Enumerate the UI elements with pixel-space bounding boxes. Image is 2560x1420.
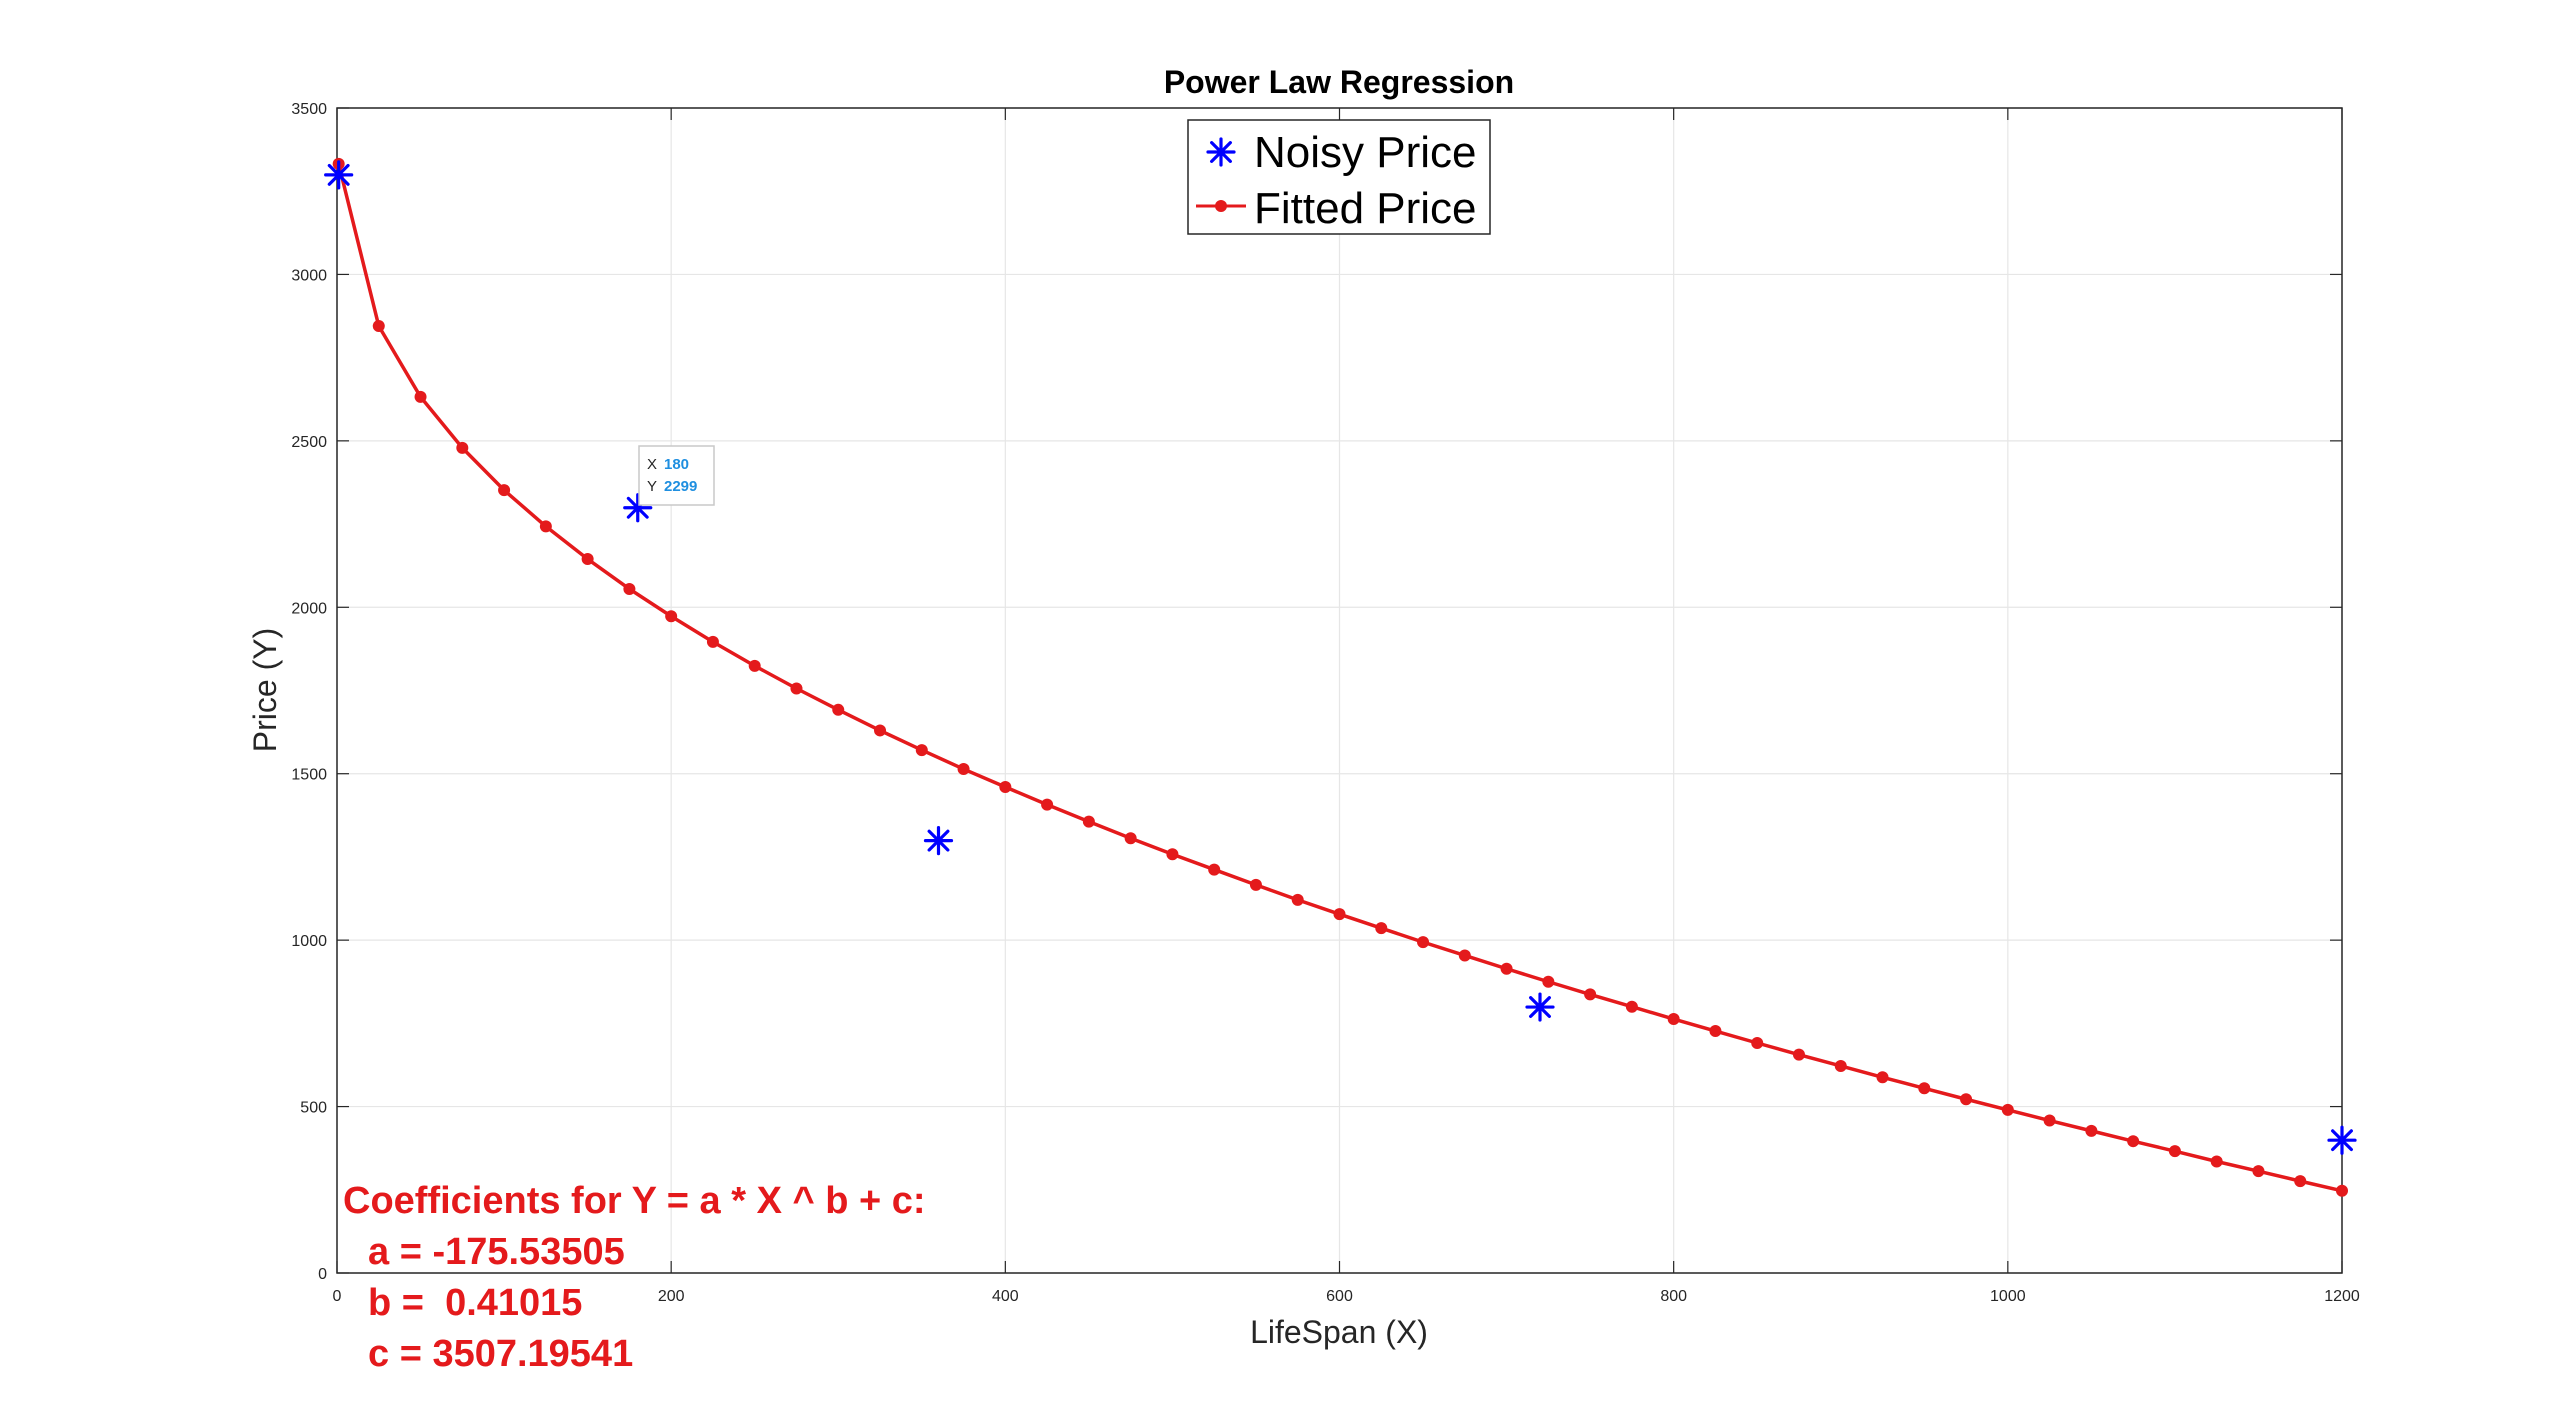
noisy-price-point[interactable] <box>923 826 954 856</box>
fitted-price-point[interactable] <box>874 724 887 737</box>
fitted-price-point[interactable] <box>790 682 803 695</box>
fitted-price-point[interactable] <box>706 635 719 648</box>
fitted-price-point[interactable] <box>957 763 970 776</box>
x-tick-label: 0 <box>333 1288 342 1305</box>
fitted-price-point[interactable] <box>999 781 1012 794</box>
y-tick-label: 1000 <box>291 933 327 950</box>
fitted-price-point[interactable] <box>1667 1013 1680 1026</box>
data-tip-y-value: 2299 <box>664 478 697 495</box>
fitted-price-point[interactable] <box>748 659 761 672</box>
fitted-price-point[interactable] <box>1542 975 1555 988</box>
fitted-price-point[interactable] <box>1208 863 1221 876</box>
fitted-price-point[interactable] <box>1751 1036 1764 1049</box>
fitted-price-point[interactable] <box>1876 1071 1889 1084</box>
fitted-price-point[interactable] <box>539 520 552 533</box>
fitted-price-point[interactable] <box>1249 878 1262 891</box>
fitted-price-point[interactable] <box>1792 1048 1805 1061</box>
fitted-price-point[interactable] <box>2127 1135 2140 1148</box>
x-tick-label: 600 <box>1326 1288 1353 1305</box>
legend-entry-noisy-price: Noisy Price <box>1254 128 1477 177</box>
coefficient-a: a = -175.53505 <box>368 1231 625 1273</box>
fitted-price-point[interactable] <box>1625 1000 1638 1013</box>
fitted-price-point[interactable] <box>1375 922 1388 935</box>
coefficients-annotation: Coefficients for Y = a * X ^ b + c: a = … <box>343 1180 926 1375</box>
fitted-price-point[interactable] <box>1500 962 1513 975</box>
fitted-price-point[interactable] <box>1041 798 1054 811</box>
fitted-price-point[interactable] <box>2210 1155 2223 1168</box>
legend[interactable]: Noisy Price Fitted Price <box>1187 119 1491 235</box>
fitted-price-point[interactable] <box>372 320 385 333</box>
fitted-price-point[interactable] <box>1166 848 1179 861</box>
fitted-price-point[interactable] <box>2294 1175 2307 1188</box>
y-tick-label: 2500 <box>291 434 327 451</box>
fitted-price-point[interactable] <box>1082 815 1095 828</box>
fitted-price-point[interactable] <box>1458 949 1471 962</box>
y-tick-label: 3500 <box>291 101 327 118</box>
fitted-price-point[interactable] <box>414 390 427 403</box>
x-axis-label: LifeSpan (X) <box>1250 1314 1428 1350</box>
coefficient-b: b = 0.41015 <box>368 1282 582 1324</box>
axis-ticks: 0 200 400 600 800 1000 1200 0 500 1000 1500 2000 250… <box>291 101 2359 1305</box>
y-tick-label: 500 <box>300 1100 327 1117</box>
data-tip-y-label: Y <box>647 478 657 495</box>
coefficients-heading: Coefficients for Y = a * X ^ b + c: <box>343 1180 926 1222</box>
fitted-price-point[interactable] <box>1333 908 1346 921</box>
legend-asterisk-glyph[interactable] <box>1206 137 1236 167</box>
x-tick-label: 400 <box>992 1288 1019 1305</box>
fitted-price-point[interactable] <box>2252 1165 2265 1178</box>
data-tip[interactable]: X 180 Y 2299 <box>638 445 715 506</box>
legend-entry-fitted-price: Fitted Price <box>1254 184 1477 233</box>
legend-asterisk-marker <box>1206 137 1236 167</box>
noisy-series <box>324 160 2357 1155</box>
fitted-price-point[interactable] <box>623 582 636 595</box>
fitted-price-point[interactable] <box>1960 1093 1973 1106</box>
noisy-price-point[interactable] <box>1525 992 1555 1022</box>
fitted-price-point[interactable] <box>1417 936 1430 949</box>
noisy-price-point[interactable] <box>324 160 354 190</box>
fitted-price-point[interactable] <box>1834 1059 1847 1072</box>
fitted-price-point[interactable] <box>2336 1184 2348 1197</box>
y-tick-label: 3000 <box>291 267 327 284</box>
y-axis-label: Price (Y) <box>247 628 283 752</box>
fitted-price-point[interactable] <box>581 553 594 566</box>
legend-box <box>1187 119 1491 235</box>
grid <box>336 107 2343 1274</box>
y-tick-label: 0 <box>318 1266 327 1283</box>
fitted-price-point[interactable] <box>2001 1103 2014 1116</box>
x-tick-label: 1000 <box>1990 1288 2026 1305</box>
fitted-price-point[interactable] <box>832 703 845 716</box>
y-tick-label: 1500 <box>291 767 327 784</box>
fitted-price-point[interactable] <box>1291 893 1304 906</box>
fitted-price-point[interactable] <box>498 484 511 497</box>
fitted-price-point[interactable] <box>2168 1145 2181 1158</box>
fitted-price-point[interactable] <box>1918 1082 1931 1095</box>
fitted-price-point[interactable] <box>2085 1124 2098 1137</box>
fitted-price-line <box>336 163 2343 1193</box>
data-tip-x-value: 180 <box>664 456 689 473</box>
data-tip-x-label: X <box>647 456 657 473</box>
y-tick-label: 2000 <box>291 600 327 617</box>
x-tick-label: 200 <box>658 1288 685 1305</box>
fitted-price-point[interactable] <box>1709 1025 1722 1038</box>
chart-title: Power Law Regression <box>1164 64 1514 100</box>
fitted-price-point[interactable] <box>1584 988 1597 1001</box>
legend-dot-marker <box>1215 200 1227 212</box>
fitted-price-point[interactable] <box>2043 1114 2056 1127</box>
noisy-price-point[interactable] <box>2327 1125 2357 1155</box>
fitted-price-point[interactable] <box>665 610 678 623</box>
coefficient-c: c = 3507.19541 <box>368 1333 633 1375</box>
fitted-price-point[interactable] <box>1124 832 1137 845</box>
x-tick-label: 1200 <box>2324 1288 2360 1305</box>
fitted-series <box>332 157 2348 1197</box>
x-tick-label: 800 <box>1660 1288 1687 1305</box>
fitted-price-point[interactable] <box>456 441 469 454</box>
data-tip-box <box>638 445 715 506</box>
fitted-price-point[interactable] <box>915 744 928 757</box>
